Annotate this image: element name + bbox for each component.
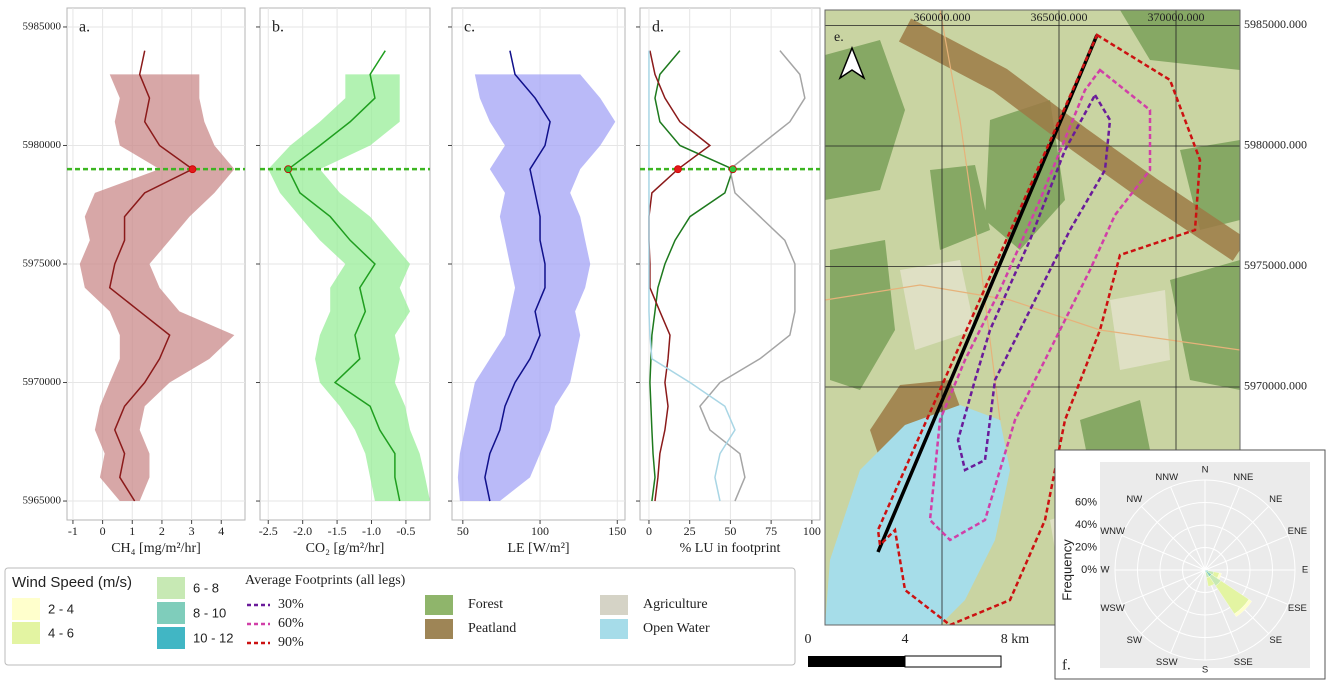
y-tick-label: 0% bbox=[1081, 564, 1097, 576]
direction-label: E bbox=[1302, 565, 1308, 576]
map-tick-label: 5985000.000 bbox=[1244, 17, 1307, 31]
legend-swatch bbox=[157, 602, 185, 624]
map-tick-label: 365000.000 bbox=[1031, 10, 1088, 24]
legend-label: Agriculture bbox=[643, 597, 708, 612]
direction-label: NNW bbox=[1155, 472, 1178, 483]
panel-label: d. bbox=[652, 19, 664, 36]
map-tick-label: 5970000.000 bbox=[1244, 379, 1307, 393]
y-tick-label: 60% bbox=[1075, 496, 1097, 508]
legend-label: Forest bbox=[468, 597, 503, 612]
highlight-point bbox=[729, 166, 736, 173]
y-tick-label: 5975000 bbox=[23, 258, 62, 270]
direction-label: NNE bbox=[1233, 472, 1253, 483]
legend-label: Peatland bbox=[468, 621, 516, 636]
legend-label: 30% bbox=[278, 597, 304, 612]
legend-label: 6 - 8 bbox=[193, 580, 219, 595]
direction-label: N bbox=[1202, 465, 1209, 476]
direction-label: SSE bbox=[1234, 657, 1253, 668]
y-tick-label: 5970000 bbox=[23, 376, 62, 388]
direction-label: SSW bbox=[1156, 657, 1178, 668]
legend-swatch bbox=[12, 598, 40, 620]
legend-label: 90% bbox=[278, 635, 304, 650]
map-tick-label: 5980000.000 bbox=[1244, 138, 1307, 152]
direction-label: ENE bbox=[1288, 526, 1308, 537]
y-tick-label: 5965000 bbox=[23, 495, 62, 507]
scale-label: 0 bbox=[805, 632, 812, 647]
legend-swatch bbox=[425, 619, 453, 639]
x-tick-label: 75 bbox=[765, 524, 777, 538]
legend-swatch bbox=[157, 577, 185, 599]
x-tick-label: 50 bbox=[457, 524, 469, 538]
map-tick-label: 360000.000 bbox=[914, 10, 971, 24]
scale-bar bbox=[808, 656, 905, 667]
x-tick-label: -1.5 bbox=[328, 524, 347, 538]
x-tick-label: -1 bbox=[68, 524, 78, 538]
legend-swatch bbox=[600, 595, 628, 615]
axis-title: Frequency bbox=[1059, 539, 1074, 601]
highlight-point bbox=[674, 166, 681, 173]
y-tick-label: 20% bbox=[1075, 541, 1097, 553]
x-tick-label: 150 bbox=[608, 524, 626, 538]
direction-label: WSW bbox=[1100, 603, 1124, 614]
legend-swatch bbox=[12, 622, 40, 644]
direction-label: W bbox=[1101, 565, 1110, 576]
highlight-point bbox=[285, 166, 292, 173]
legend-label: 10 - 12 bbox=[193, 630, 233, 645]
legend-title: Wind Speed (m/s) bbox=[12, 574, 132, 591]
direction-label: ESE bbox=[1288, 603, 1307, 614]
axis-title: LE [W/m²] bbox=[507, 541, 569, 556]
axis-title: CO₂ [g/m²/hr] bbox=[306, 541, 385, 556]
panel-label: f. bbox=[1062, 657, 1071, 673]
scale-label: 4 bbox=[902, 632, 909, 647]
y-tick-label: 40% bbox=[1075, 519, 1097, 531]
direction-label: NW bbox=[1126, 494, 1142, 505]
profile-panels: 5965000 5970000 5975000 5980000 5985000 -1 0 1 2… bbox=[23, 8, 821, 556]
x-tick-label: -0.5 bbox=[396, 524, 415, 538]
x-tick-label: 50 bbox=[724, 524, 736, 538]
panel-label: c. bbox=[464, 19, 475, 36]
x-tick-label: 100 bbox=[803, 524, 821, 538]
legend-swatch bbox=[157, 627, 185, 649]
highlight-point bbox=[189, 166, 196, 173]
x-tick-label: 0 bbox=[100, 524, 106, 538]
axis-title: CH₄ [mg/m²/hr] bbox=[111, 541, 201, 556]
y-tick-label: 5980000 bbox=[23, 139, 62, 151]
x-tick-label: 1 bbox=[129, 524, 135, 538]
x-tick-label: 100 bbox=[531, 524, 549, 538]
panel-label: a. bbox=[79, 19, 90, 36]
legend-label: 4 - 6 bbox=[48, 625, 74, 640]
y-tick-label: 5985000 bbox=[23, 20, 62, 32]
direction-label: WNW bbox=[1100, 526, 1125, 537]
x-tick-label: -2.5 bbox=[259, 524, 278, 538]
direction-label: SE bbox=[1269, 635, 1282, 646]
legend-label: 8 - 10 bbox=[193, 605, 226, 620]
legend-swatch bbox=[600, 619, 628, 639]
x-tick-label: 4 bbox=[218, 524, 224, 538]
direction-label: SW bbox=[1127, 635, 1142, 646]
legend-title: Average Footprints (all legs) bbox=[245, 573, 406, 588]
panel-label: b. bbox=[272, 19, 284, 36]
map-tick-label: 370000.000 bbox=[1148, 10, 1205, 24]
x-tick-label: 25 bbox=[684, 524, 696, 538]
x-tick-label: 0 bbox=[646, 524, 652, 538]
legend-label: Open Water bbox=[643, 621, 710, 636]
x-tick-label: 2 bbox=[159, 524, 165, 538]
panel-label: e. bbox=[834, 30, 844, 45]
legend-label: 60% bbox=[278, 616, 304, 631]
direction-label: S bbox=[1202, 665, 1208, 676]
x-tick-label: 3 bbox=[189, 524, 195, 538]
legend-swatch bbox=[425, 595, 453, 615]
legend-label: 2 - 4 bbox=[48, 601, 74, 616]
x-tick-label: -1.0 bbox=[362, 524, 381, 538]
axis-title: % LU in footprint bbox=[680, 541, 781, 556]
scale-label: 8 km bbox=[1001, 632, 1030, 647]
direction-label: NE bbox=[1269, 494, 1282, 505]
x-tick-label: -2.0 bbox=[293, 524, 312, 538]
map-tick-label: 5975000.000 bbox=[1244, 258, 1307, 272]
figure: 5965000 5970000 5975000 5980000 5985000 -1 0 1 2… bbox=[0, 0, 1326, 680]
scale-bar bbox=[905, 656, 1001, 667]
